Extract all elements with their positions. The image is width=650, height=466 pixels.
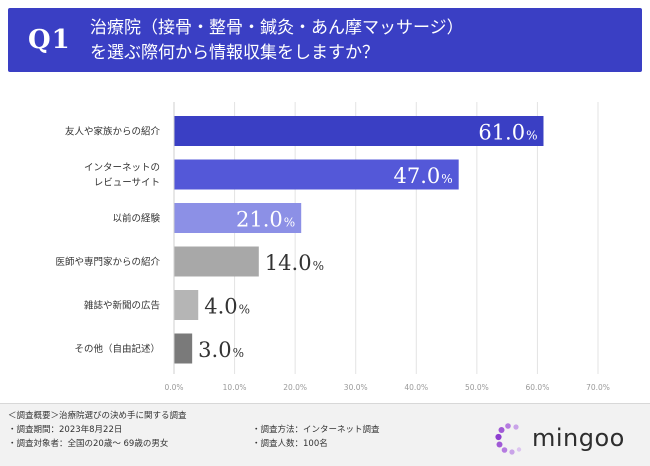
bar [174,333,193,364]
survey-overview: ＜調査概要＞治療院選びの決め手に関する調査 [8,411,187,421]
survey-period: ・調査期間：2023年8月22日 [8,425,123,435]
x-tick-label: 70.0% [586,383,610,392]
question-header: Q1 治療院（接骨・整骨・鍼灸・あん摩マッサージ） を選ぶ際何から情報収集をしま… [8,8,642,72]
bar-chart: 0.0% 10.0% 20.0% 30.0% 40.0% 50.0% 60.0% 70.0% 友… [55,102,610,392]
category-label: 友人や家族からの紹介 [65,126,161,138]
category-label: 雑誌や新聞の広告 [84,300,160,312]
survey-footer: ＜調査概要＞治療院選びの決め手に関する調査 ・調査期間：2023年8月22日 ・… [0,403,650,466]
survey-target: ・調査対象者：全国の20歳〜 69歳の男女 [8,439,169,449]
x-tick-label: 50.0% [465,383,489,392]
value-label: 4.0% [204,295,250,319]
category-label: 医師や専門家からの紹介 [55,256,160,268]
mingoo-logo-icon [495,423,522,455]
x-tick-label: 10.0% [223,383,247,392]
category-label: インターネットの [84,163,160,174]
survey-count: ・調査人数：100名 [252,439,328,449]
value-label: 61.0% [478,121,537,145]
value-label: 21.0% [236,208,295,232]
x-tick-label: 60.0% [526,383,550,392]
category-label: レビューサイト [94,178,160,189]
mingoo-logo: mingoo [494,422,644,456]
x-tick-label: 20.0% [283,383,307,392]
category-label: その他（自由記述） [74,343,160,355]
bar [174,290,199,320]
question-number: Q1 [28,25,71,55]
value-label: 47.0% [394,164,453,188]
bar [174,116,544,146]
survey-method: ・調査方法：インターネット調査 [252,425,380,435]
x-tick-label: 0.0% [164,383,183,392]
value-label: 14.0% [265,251,324,275]
x-tick-label: 40.0% [404,383,428,392]
x-tick-label: 30.0% [344,383,368,392]
question-title-line-2: を選ぶ際何から情報収集をしますか？ [90,43,379,63]
bar [174,203,302,233]
value-label: 3.0% [198,338,244,362]
question-title-line-1: 治療院（接骨・整骨・鍼灸・あん摩マッサージ） [90,18,464,38]
bar [174,246,259,277]
question-title: 治療院（接骨・整骨・鍼灸・あん摩マッサージ） を選ぶ際何から情報収集をしますか？ [90,16,630,66]
category-label: 以前の経験 [112,213,160,225]
mingoo-logo-text: mingoo [532,424,625,452]
bar [174,159,459,190]
